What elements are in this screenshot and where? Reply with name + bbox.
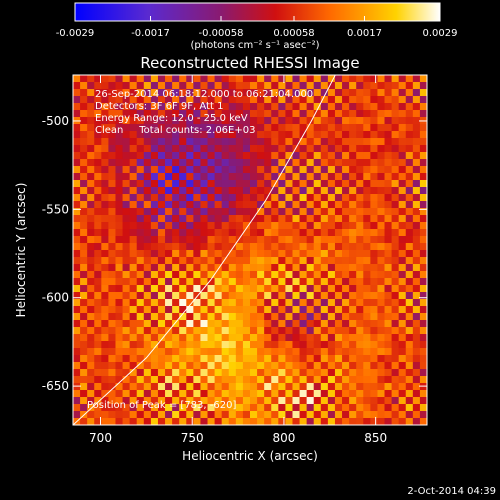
solar-limb-curve — [73, 75, 336, 425]
x-axis-label: Heliocentric X (arcsec) — [182, 449, 318, 463]
heatmap-image — [73, 75, 427, 425]
x-tick-label: 800 — [272, 431, 295, 445]
y-tick-label: -600 — [42, 291, 69, 305]
colorbar — [74, 2, 441, 22]
colorbar-units: (photons cm⁻² s⁻¹ asec⁻²) — [190, 40, 319, 51]
plot-frame — [72, 74, 428, 426]
colorbar-tick-label: -0.0017 — [131, 28, 170, 39]
x-tick-label: 700 — [89, 431, 112, 445]
colorbar-tick-label: -0.00058 — [199, 28, 244, 39]
annotation-line: Detectors: 3F 6F 9F, Att 1 — [95, 101, 223, 112]
colorbar-ticks — [74, 16, 441, 21]
y-axis: -500 -550 -600 -650 — [42, 114, 427, 393]
annotation-block: 26-Sep-2014 06:18:12.000 to 06:21:04.000… — [95, 89, 313, 136]
y-axis-label: Heliocentric Y (arcsec) — [14, 183, 28, 318]
x-tick-label: 750 — [181, 431, 204, 445]
footer-timestamp: 2-Oct-2014 04:39 — [407, 486, 496, 497]
x-axis: 700 750 800 850 — [89, 75, 387, 445]
annotation-line: Energy Range: 12.0 - 25.0 keV — [95, 113, 248, 124]
x-tick-label: 850 — [364, 431, 387, 445]
y-tick-label: -500 — [42, 114, 69, 128]
colorbar-tick-label: -0.0029 — [56, 28, 95, 39]
colorbar-tick-label: 0.0017 — [347, 28, 382, 39]
y-tick-label: -650 — [42, 379, 69, 393]
colorbar-tick-labels: -0.0029 -0.0017 -0.00058 0.00058 0.0017 0.002… — [56, 28, 458, 39]
colorbar-tick-label: 0.00058 — [273, 28, 314, 39]
y-tick-label: -550 — [42, 202, 69, 216]
colorbar-tick-label: 0.0029 — [423, 28, 458, 39]
annotation-line: 26-Sep-2014 06:18:12.000 to 06:21:04.000 — [95, 89, 313, 100]
chart-title: Reconstructed RHESSI Image — [140, 54, 359, 72]
annotation-line: Clean Total counts: 2.06E+03 — [95, 125, 255, 136]
peak-position-label: Position of Peak = [783, -620] — [87, 400, 236, 411]
